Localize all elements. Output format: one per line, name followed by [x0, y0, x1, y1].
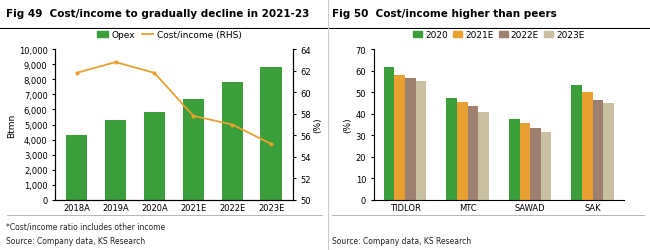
Text: *Cost/income ratio includes other income: *Cost/income ratio includes other income: [6, 221, 166, 230]
Bar: [183, 100, 204, 200]
Bar: [467, 107, 478, 200]
Bar: [571, 85, 582, 200]
Bar: [530, 128, 541, 200]
Bar: [415, 82, 426, 200]
Bar: [447, 98, 457, 200]
Bar: [405, 79, 415, 200]
Bar: [261, 67, 282, 200]
Bar: [603, 104, 614, 200]
Bar: [457, 102, 467, 200]
Bar: [105, 120, 126, 200]
Bar: [395, 76, 405, 200]
Legend: Opex, Cost/income (RHS): Opex, Cost/income (RHS): [93, 28, 245, 44]
Bar: [541, 132, 551, 200]
Bar: [222, 83, 243, 200]
Bar: [384, 68, 395, 200]
Y-axis label: Btmn: Btmn: [7, 113, 16, 137]
Bar: [519, 124, 530, 200]
Legend: 2020, 2021E, 2022E, 2023E: 2020, 2021E, 2022E, 2023E: [410, 28, 588, 44]
Bar: [478, 112, 489, 200]
Y-axis label: (%): (%): [313, 117, 322, 133]
Bar: [144, 113, 165, 200]
Text: Fig 49  Cost/income to gradually decline in 2021-23: Fig 49 Cost/income to gradually decline …: [6, 8, 310, 18]
Text: Source: Company data, KS Research: Source: Company data, KS Research: [332, 236, 471, 245]
Bar: [66, 136, 87, 200]
Bar: [593, 100, 603, 200]
Y-axis label: (%): (%): [344, 117, 353, 133]
Text: Source: Company data, KS Research: Source: Company data, KS Research: [6, 236, 146, 245]
Bar: [582, 93, 593, 200]
Text: Fig 50  Cost/income higher than peers: Fig 50 Cost/income higher than peers: [332, 8, 556, 18]
Bar: [509, 120, 519, 200]
